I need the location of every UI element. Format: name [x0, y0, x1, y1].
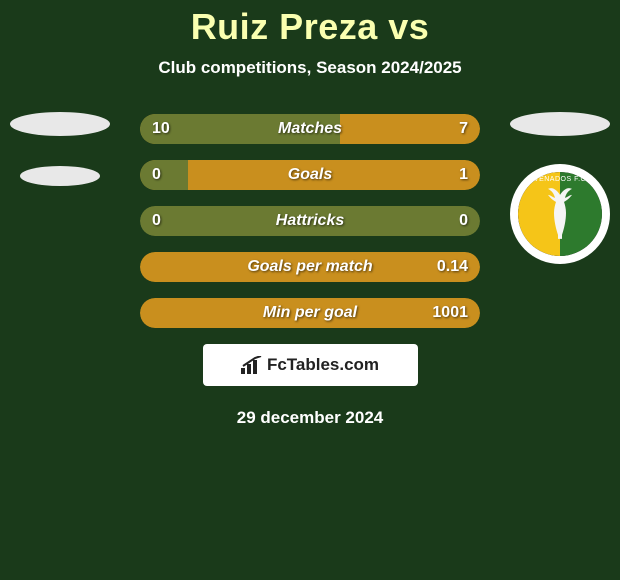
badge-top-text: VENADOS F.C [518, 176, 602, 183]
stat-label: Min per goal [263, 304, 357, 322]
stat-bar: Min per goal 1001 [140, 298, 480, 328]
stat-bar: Goals per match 0.14 [140, 252, 480, 282]
stat-right-value: 0 [459, 212, 468, 230]
left-team-placeholder [10, 112, 110, 216]
comparison-content: VENADOS F.C 10Matches70Goals10Hattricks0… [0, 114, 620, 428]
stat-right-value: 1001 [432, 304, 468, 322]
placeholder-ellipse [20, 166, 100, 186]
page-title: Ruiz Preza vs [0, 0, 620, 48]
stat-right-value: 0.14 [437, 258, 468, 276]
badge-inner: VENADOS F.C [518, 172, 602, 256]
page-subtitle: Club competitions, Season 2024/2025 [0, 58, 620, 78]
stat-label: Goals per match [247, 258, 372, 276]
right-team-placeholder [510, 112, 610, 166]
placeholder-ellipse [510, 112, 610, 136]
stat-bar: 0 Goals 1 [140, 160, 480, 190]
stat-label: Goals [288, 166, 332, 184]
stat-bars: 10Matches70Goals10Hattricks0Goals per ma… [140, 114, 480, 328]
stat-bar: 10 Matches 7 [140, 114, 480, 144]
stat-left-value: 0 [152, 166, 161, 184]
chart-icon [241, 356, 263, 374]
stat-left-value: 10 [152, 120, 170, 138]
placeholder-ellipse [10, 112, 110, 136]
stat-right-value: 7 [459, 120, 468, 138]
stat-bar: 0 Hattricks 0 [140, 206, 480, 236]
footer-date: 29 december 2024 [0, 408, 620, 428]
stat-left-value: 0 [152, 212, 161, 230]
brand-label: FcTables.com [267, 355, 379, 375]
team-badge: VENADOS F.C [510, 164, 610, 264]
deer-icon [538, 185, 582, 241]
stat-right-value: 1 [459, 166, 468, 184]
badge-outer-ring: VENADOS F.C [510, 164, 610, 264]
stat-label: Hattricks [276, 212, 344, 230]
brand-box: FcTables.com [203, 344, 418, 386]
stat-label: Matches [278, 120, 342, 138]
